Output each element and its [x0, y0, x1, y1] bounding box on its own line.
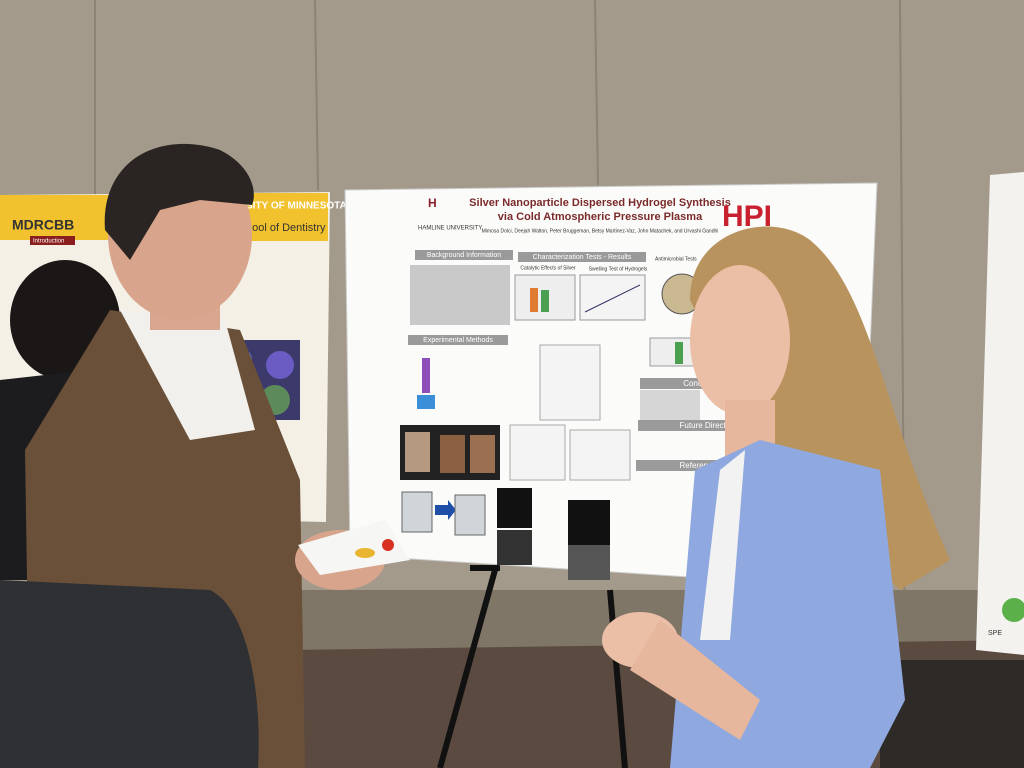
poster-authors: Mimosa Dolci, Deejah Walton, Peter Brugg… — [482, 228, 719, 234]
photo — [568, 500, 610, 545]
poster-board — [976, 172, 1024, 655]
text-block — [640, 390, 700, 420]
figure-title: Catalytic Effects of Silver — [520, 265, 576, 271]
section-header — [640, 378, 740, 389]
section-title: Future Directions — [680, 421, 741, 430]
person-woman — [602, 226, 950, 768]
figure — [539, 344, 601, 421]
poster-title: via Cold Atmospheric Pressure Plasma — [498, 211, 703, 223]
section-header — [408, 335, 508, 345]
poster-section: Introduction — [33, 239, 64, 245]
figure-title: Swelling Test of Hydrogels — [589, 266, 648, 272]
poster-logo: MDRCBB — [12, 217, 74, 233]
figure — [509, 424, 566, 481]
photo — [497, 530, 532, 565]
section-title: Background Information — [427, 252, 501, 259]
floor-shadow — [880, 660, 1024, 768]
poster-university: SITY OF MINNESOTA — [246, 201, 347, 212]
poster-logo: H — [428, 196, 437, 210]
section-header — [636, 460, 736, 471]
section-header — [518, 252, 646, 262]
section-title: Experimental Methods — [423, 337, 493, 344]
poster-header — [0, 195, 110, 240]
photo — [497, 488, 532, 528]
easel — [437, 565, 628, 768]
figure — [569, 429, 631, 481]
person-foreground — [0, 580, 259, 768]
poster-tag — [30, 236, 75, 245]
figure — [649, 337, 699, 367]
figure — [579, 274, 646, 321]
section-title: Characterization Tests - Results — [533, 254, 632, 261]
section-header — [638, 420, 738, 431]
photo — [568, 545, 610, 580]
poster-logo: SPE — [988, 630, 1002, 637]
photo — [401, 491, 433, 533]
figure-title: Antimicrobial Tests — [655, 256, 697, 262]
poster-title: Silver Nanoparticle Dispersed Hydrogel S… — [469, 197, 731, 209]
poster-header — [240, 193, 328, 241]
section-header — [415, 250, 513, 260]
right-poster: SPE — [976, 172, 1024, 655]
poster-institution: HAMLINE UNIVERSITY — [418, 226, 482, 232]
photo — [454, 494, 486, 536]
poster-school: hool of Dentistry — [246, 222, 326, 234]
text-block — [410, 265, 510, 325]
section-title: References — [680, 461, 721, 470]
